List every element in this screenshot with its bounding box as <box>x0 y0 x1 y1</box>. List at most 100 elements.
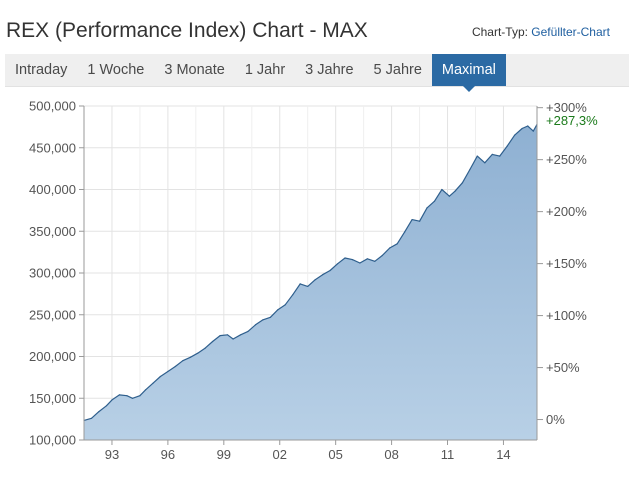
data-point <box>351 259 353 261</box>
data-point <box>98 411 100 413</box>
data-point <box>284 304 286 306</box>
data-point <box>240 334 242 336</box>
data-point <box>139 395 141 397</box>
chart-plot-area <box>83 123 538 441</box>
chart-type-link[interactable]: Gefüllter-Chart <box>531 25 610 39</box>
data-point <box>469 168 471 171</box>
data-point <box>131 397 134 399</box>
y2-tick-label: 0% <box>546 412 565 427</box>
data-point <box>329 269 331 272</box>
data-point <box>314 279 316 281</box>
data-point <box>404 231 406 233</box>
data-point <box>226 334 229 336</box>
x-tick-label: 05 <box>328 447 342 462</box>
data-point <box>484 162 486 164</box>
data-point <box>532 130 534 132</box>
x-tick-label: 11 <box>441 447 455 462</box>
data-point <box>144 389 147 391</box>
y-tick-label: 300,000 <box>29 266 76 281</box>
data-point <box>322 274 324 276</box>
data-point <box>448 195 450 197</box>
data-point <box>269 316 271 318</box>
data-point <box>441 188 443 191</box>
y-tick-label: 350,000 <box>29 224 76 239</box>
data-point <box>90 417 93 419</box>
data-point <box>232 338 234 340</box>
data-point <box>359 262 361 264</box>
page-title: REX (Performance Index) Chart - MAX <box>6 19 368 42</box>
data-point <box>111 399 113 401</box>
data-point <box>126 395 128 397</box>
x-tick-label: 08 <box>384 447 398 462</box>
data-point <box>292 294 294 296</box>
series-line <box>83 124 538 421</box>
x-tick-label: 93 <box>105 447 119 462</box>
data-point <box>521 127 523 130</box>
x-tick-label: 02 <box>273 447 287 462</box>
y2-tick-label: +300% <box>546 100 587 115</box>
data-point <box>476 155 478 157</box>
tab-intraday[interactable]: Intraday <box>15 62 68 78</box>
x-tick-label: 96 <box>161 447 175 462</box>
data-point <box>454 190 456 192</box>
x-tick-label: 14 <box>496 447 510 462</box>
data-point <box>159 375 161 378</box>
y-tick-label: 100,000 <box>29 433 76 448</box>
tab-3-jahre[interactable]: 3 Jahre <box>305 62 354 78</box>
data-point <box>514 134 516 136</box>
data-point <box>374 260 376 262</box>
tab-1-woche[interactable]: 1 Woche <box>87 62 145 78</box>
data-point <box>105 405 107 407</box>
data-point <box>499 155 501 157</box>
data-point <box>461 182 463 184</box>
tab-5-jahre[interactable]: 5 Jahre <box>373 62 422 78</box>
data-point <box>118 394 120 396</box>
data-point <box>219 335 221 337</box>
y2-tick-label: +100% <box>546 308 587 323</box>
data-point <box>426 207 428 209</box>
performance-chart: 100,000 150,000 200,000 250,000 300,000 350,0… <box>29 99 598 463</box>
current-performance-label: +287,3% <box>546 113 598 128</box>
data-point <box>344 257 346 259</box>
timeframe-tabs: Intraday 1 Woche 3 Monate 1 Jahr 3 Jahre… <box>5 54 629 92</box>
y-tick-label: 150,000 <box>29 391 76 406</box>
data-point <box>411 219 413 221</box>
chart-type-label: Chart-Typ: <box>471 25 528 39</box>
tab-3-monate[interactable]: 3 Monate <box>164 62 225 78</box>
y-tick-label: 400,000 <box>29 182 76 197</box>
data-point <box>299 283 301 285</box>
data-point <box>396 243 398 245</box>
y-tick-label: 500,000 <box>29 99 76 114</box>
y-tick-label: 450,000 <box>29 140 76 155</box>
data-point <box>433 200 436 202</box>
y2-tick-label: +200% <box>546 204 587 219</box>
chart-type-selector: Chart-Typ: Gefüllter-Chart <box>472 25 610 39</box>
data-point <box>212 340 214 343</box>
data-point <box>419 220 421 222</box>
y2-tick-label: +250% <box>546 152 587 167</box>
data-point <box>197 352 199 354</box>
data-point <box>262 319 264 321</box>
data-point <box>247 330 249 332</box>
data-point <box>527 125 529 127</box>
data-point <box>189 356 191 358</box>
data-point <box>506 145 508 147</box>
data-point <box>336 263 339 265</box>
data-point <box>174 365 176 368</box>
y-tick-label: 200,000 <box>29 349 76 364</box>
chart-axes: 100,000 150,000 200,000 250,000 300,000 350,0… <box>29 99 598 463</box>
y-tick-label: 250,000 <box>29 307 76 322</box>
data-point <box>204 347 206 349</box>
data-point <box>381 254 383 257</box>
y2-tick-label: +150% <box>546 256 587 271</box>
x-tick-label: 99 <box>217 447 231 462</box>
data-point <box>277 309 279 311</box>
data-point <box>254 324 257 326</box>
data-point <box>366 258 368 260</box>
data-point <box>152 382 154 384</box>
data-point <box>307 285 309 287</box>
data-point <box>182 360 184 362</box>
tab-1-jahr[interactable]: 1 Jahr <box>244 62 286 78</box>
tab-maximal[interactable]: Maximal <box>431 54 506 92</box>
series-area <box>84 124 537 441</box>
